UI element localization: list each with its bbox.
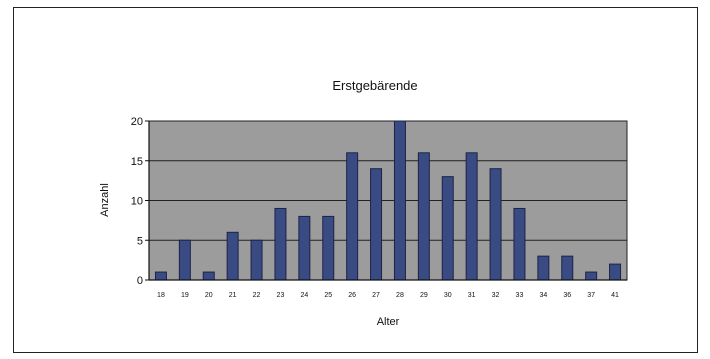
- x-tick-label: 32: [492, 292, 500, 299]
- x-tick-label: 30: [444, 292, 452, 299]
- y-tick-label: 0: [137, 275, 143, 287]
- bar-30: [441, 176, 454, 281]
- x-axis-label: Alter: [377, 316, 400, 328]
- y-axis-label: Anzahl: [99, 183, 111, 217]
- bar-31: [465, 152, 478, 281]
- bar-33: [513, 207, 526, 281]
- y-tick-label: 20: [131, 116, 143, 128]
- x-tick-label: 41: [611, 292, 619, 299]
- y-tick-label: 5: [137, 235, 143, 247]
- bar-19: [178, 239, 191, 281]
- x-tick-labels: 18 19 20 21 22 23 24 25 26 27 28 29 30 31 32 33 34 36 37 41: [157, 292, 619, 299]
- bar-21: [226, 231, 239, 281]
- x-tick-label: 34: [539, 292, 547, 299]
- x-tick-label: 36: [563, 292, 571, 299]
- x-tick-label: 18: [157, 292, 165, 299]
- x-tick-label: 19: [181, 292, 189, 299]
- x-tick-label: 37: [587, 292, 595, 299]
- bar-20: [202, 271, 215, 281]
- x-tick-label: 33: [516, 292, 524, 299]
- chart-title: Erstgebärende: [332, 78, 417, 93]
- y-tick-label: 15: [131, 156, 143, 168]
- x-tick-label: 26: [348, 292, 356, 299]
- bar-25: [322, 215, 335, 281]
- x-tick-label: 25: [324, 292, 332, 299]
- bar-32: [489, 168, 502, 281]
- bar-24: [298, 215, 311, 281]
- bar-18: [154, 271, 167, 281]
- bar-26: [346, 152, 359, 281]
- bar-36: [561, 255, 574, 281]
- x-tick-label: 28: [396, 292, 404, 299]
- y-tick-labels: 0 5 10 15 20: [131, 116, 149, 287]
- x-tick-label: 29: [420, 292, 428, 299]
- x-tick-label: 20: [205, 292, 213, 299]
- bar-34: [537, 255, 550, 281]
- x-tick-label: 23: [277, 292, 285, 299]
- bar-41: [609, 263, 622, 281]
- bar-27: [370, 168, 383, 281]
- bar-29: [417, 152, 430, 281]
- bar-37: [585, 271, 598, 281]
- x-tick-label: 24: [300, 292, 308, 299]
- x-tick-label: 22: [253, 292, 261, 299]
- bar-22: [250, 239, 263, 281]
- bars: [154, 120, 622, 281]
- bar-28: [393, 120, 406, 281]
- x-tick-label: 27: [372, 292, 380, 299]
- bar-23: [274, 207, 287, 281]
- x-tick-label: 21: [229, 292, 237, 299]
- x-tick-label: 31: [468, 292, 476, 299]
- y-tick-label: 10: [131, 196, 143, 208]
